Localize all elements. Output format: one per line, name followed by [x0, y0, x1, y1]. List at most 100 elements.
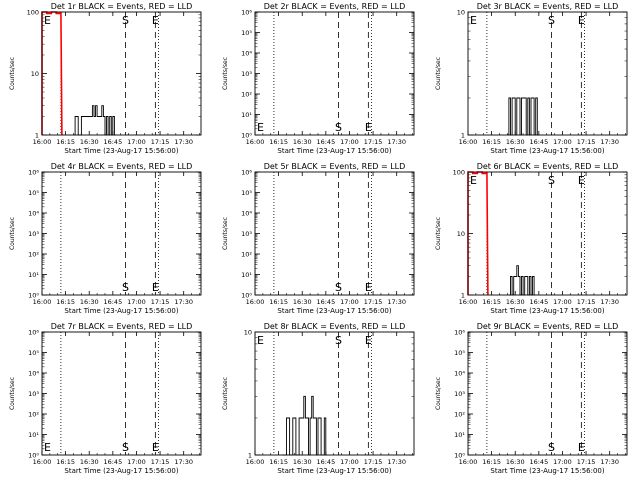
x-tick-label: 16:15 — [482, 298, 501, 306]
chart-title: Det 2r BLACK = Events, RED = LLD — [264, 2, 406, 11]
y-tick-label: 10⁰ — [241, 292, 252, 300]
y-axis-label: Counts/sec — [435, 377, 442, 410]
x-tick-label: 17:15 — [151, 458, 170, 466]
x-tick-label: 16:45 — [316, 138, 335, 146]
x-tick-label: 16:30 — [293, 458, 312, 466]
x-tick-label: 17:30 — [600, 138, 619, 146]
x-tick-label: 16:45 — [316, 298, 335, 306]
y-tick-label: 10³ — [28, 390, 39, 398]
x-tick-label: 17:15 — [577, 138, 596, 146]
end-marker-label: E — [257, 121, 264, 134]
panel-det6r: Det 6r BLACK = Events, RED = LLD Counts/s… — [435, 162, 628, 315]
y-tick-label: 1 — [461, 292, 465, 300]
y-tick-label: 10⁵ — [28, 189, 39, 197]
panel-det3r: Det 3r BLACK = Events, RED = LLD Counts/s… — [435, 2, 628, 155]
end-marker-label: E — [578, 14, 585, 27]
panel-det9r: Det 9r BLACK = Events, RED = LLD Counts/s… — [435, 322, 628, 475]
y-tick-label: 10² — [28, 251, 39, 259]
start-marker-label: S — [548, 174, 555, 187]
events-series-line — [508, 265, 536, 296]
x-tick-label: 17:15 — [364, 298, 383, 306]
plot-frame — [41, 331, 202, 456]
y-tick-label: 10⁴ — [454, 370, 465, 378]
y-axis-label: Counts/sec — [9, 217, 16, 250]
y-tick-label: 100 — [453, 169, 465, 177]
panel-det4r: Det 4r BLACK = Events, RED = LLD Counts/s… — [9, 162, 202, 315]
events-series-line — [73, 105, 116, 136]
x-tick-label: 17:15 — [577, 458, 596, 466]
x-tick-label: 16:00 — [459, 458, 478, 466]
events-series-line — [281, 395, 327, 456]
plot-frame — [254, 171, 415, 296]
end-marker-label: E — [578, 174, 585, 187]
x-tick-label: 16:00 — [246, 138, 265, 146]
y-tick-label: 10⁰ — [241, 132, 252, 140]
x-tick-label: 16:15 — [269, 298, 288, 306]
chart-title: Det 4r BLACK = Events, RED = LLD — [51, 162, 193, 171]
y-tick-label: 10⁰ — [28, 452, 39, 460]
chart-title: Det 8r BLACK = Events, RED = LLD — [264, 322, 406, 331]
y-tick-label: 10³ — [454, 390, 465, 398]
chart-title: Det 5r BLACK = Events, RED = LLD — [264, 162, 406, 171]
x-tick-label: 17:00 — [340, 458, 359, 466]
y-tick-label: 100 — [27, 9, 39, 17]
x-tick-label: 17:15 — [151, 298, 170, 306]
x-axis-label: Start Time (23-Aug-17 15:56:00) — [64, 467, 178, 475]
chart-title: Det 9r BLACK = Events, RED = LLD — [477, 322, 619, 331]
start-marker-label: S — [122, 14, 129, 27]
y-tick-label: 10⁰ — [454, 452, 465, 460]
y-axis-label: Counts/sec — [435, 57, 442, 90]
y-tick-label: 10⁶ — [28, 329, 39, 337]
y-axis-label: Counts/sec — [222, 57, 229, 90]
x-tick-label: 17:15 — [364, 138, 383, 146]
x-tick-label: 17:00 — [340, 138, 359, 146]
x-tick-label: 16:15 — [56, 138, 75, 146]
y-tick-label: 10 — [244, 329, 252, 337]
start-marker-label: S — [122, 441, 129, 454]
y-tick-label: 10⁶ — [241, 169, 252, 177]
x-axis-label: Start Time (23-Aug-17 15:56:00) — [490, 147, 604, 155]
x-tick-label: 16:15 — [482, 138, 501, 146]
y-tick-label: 10³ — [241, 230, 252, 238]
x-tick-label: 17:00 — [553, 298, 572, 306]
x-tick-label: 16:45 — [103, 138, 122, 146]
chart-title: Det 3r BLACK = Events, RED = LLD — [477, 2, 619, 11]
x-tick-label: 17:15 — [577, 298, 596, 306]
y-tick-label: 10³ — [28, 230, 39, 238]
end-marker-label: E — [152, 441, 159, 454]
x-tick-label: 17:30 — [600, 298, 619, 306]
x-tick-label: 16:00 — [33, 298, 52, 306]
y-tick-label: 10⁶ — [454, 329, 465, 337]
end-marker-label: E — [365, 281, 372, 294]
end-marker-label: E — [44, 14, 51, 27]
y-tick-label: 1 — [35, 132, 39, 140]
y-tick-label: 10⁶ — [28, 169, 39, 177]
x-tick-label: 17:30 — [387, 298, 406, 306]
y-axis-label: Counts/sec — [222, 377, 229, 410]
x-tick-label: 17:15 — [364, 458, 383, 466]
y-tick-label: 10⁵ — [241, 29, 252, 37]
panel-det1r: Det 1r BLACK = Events, RED = LLD Counts/s… — [9, 2, 202, 155]
y-tick-label: 1 — [461, 132, 465, 140]
x-tick-label: 16:45 — [316, 458, 335, 466]
x-tick-label: 17:30 — [174, 138, 193, 146]
x-tick-label: 17:30 — [600, 458, 619, 466]
plot-frame — [41, 11, 202, 136]
events-series-line — [507, 97, 540, 136]
end-marker-label: E — [578, 441, 585, 454]
end-marker-label: E — [470, 174, 477, 187]
x-tick-label: 16:45 — [529, 458, 548, 466]
y-tick-label: 10¹ — [28, 271, 39, 279]
x-tick-label: 17:00 — [553, 458, 572, 466]
start-marker-label: S — [548, 441, 555, 454]
x-tick-label: 17:30 — [174, 298, 193, 306]
y-tick-label: 10³ — [241, 70, 252, 78]
x-tick-label: 17:30 — [174, 458, 193, 466]
y-tick-label: 10¹ — [28, 431, 39, 439]
x-tick-label: 16:15 — [56, 458, 75, 466]
x-axis-label: Start Time (23-Aug-17 15:56:00) — [277, 147, 391, 155]
y-tick-label: 10¹ — [241, 111, 252, 119]
x-tick-label: 16:30 — [506, 298, 525, 306]
y-tick-label: 10¹ — [454, 431, 465, 439]
